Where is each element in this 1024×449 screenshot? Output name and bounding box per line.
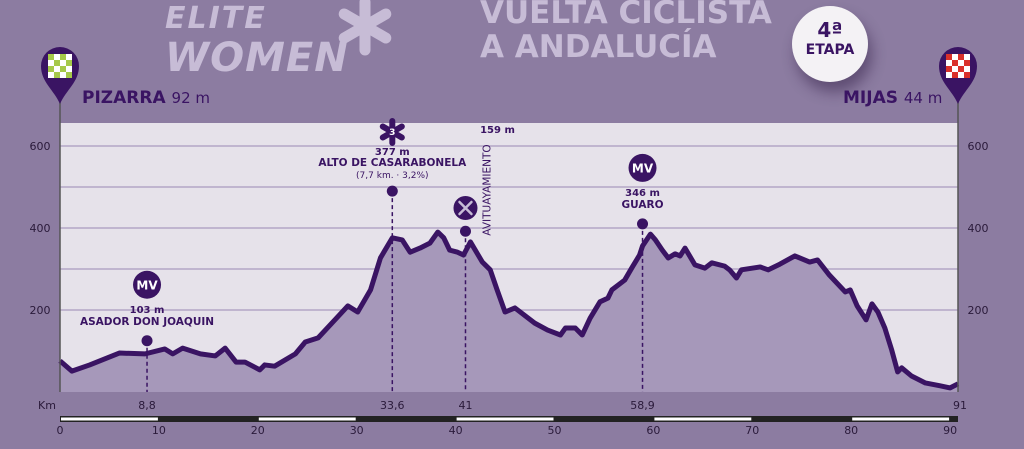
x-tick: 0 xyxy=(57,424,64,437)
start-checkered-flag-icon xyxy=(66,66,72,72)
y-tick-right: 200 xyxy=(968,304,989,317)
logo-women: WOMEN xyxy=(165,35,349,81)
x-axis-label: Km xyxy=(38,399,56,412)
y-tick-right: 600 xyxy=(968,140,989,153)
finish-checkered-flag-icon xyxy=(958,72,964,78)
annotation-altitude: 103 m xyxy=(130,305,165,316)
annotation-detail: (7,7 km. · 3,2%) xyxy=(356,171,428,181)
distance-scale-segment xyxy=(852,417,950,421)
annotation-dot xyxy=(459,225,471,237)
start-checkered-flag-icon xyxy=(54,72,60,78)
finish-checkered-flag-icon xyxy=(952,72,958,78)
mv-badge: MV xyxy=(632,161,654,175)
start-checkered-flag-icon xyxy=(66,54,72,60)
finish-checkered-flag-icon xyxy=(946,60,952,66)
x-tick: 80 xyxy=(844,424,858,437)
start-checkered-flag-icon xyxy=(48,72,54,78)
y-tick-left: 400 xyxy=(30,222,51,235)
x-tick: 70 xyxy=(745,424,759,437)
start-checkered-flag-icon xyxy=(54,66,60,72)
km-marker-label: 8,8 xyxy=(138,399,156,412)
finish-checkered-flag-icon xyxy=(964,60,970,66)
finish-checkered-flag-icon xyxy=(964,66,970,72)
finish-checkered-flag-icon xyxy=(958,54,964,60)
start-checkered-flag-icon xyxy=(66,72,72,78)
annotation-name: GUARO xyxy=(622,199,664,211)
annotation-dot xyxy=(637,218,649,230)
finish-checkered-flag-icon xyxy=(946,72,952,78)
start-checkered-flag-icon xyxy=(60,72,66,78)
start-checkered-flag-icon xyxy=(60,66,66,72)
logo-star-icon xyxy=(338,0,392,56)
mv-badge-icon xyxy=(133,270,162,299)
finish-checkered-flag-icon xyxy=(964,72,970,78)
finish-label: MIJAS 44 m xyxy=(843,88,943,108)
x-tick: 90 xyxy=(943,424,957,437)
finish-checkered-flag-icon xyxy=(952,54,958,60)
mountain-category-star-center xyxy=(387,127,398,137)
annotation-altitude: 159 m xyxy=(480,125,515,136)
start-checkered-flag-icon xyxy=(48,54,54,60)
distance-scale-segment xyxy=(61,417,158,421)
y-tick-right: 400 xyxy=(968,222,989,235)
profile-line xyxy=(58,229,960,391)
start-checkered-flag-icon xyxy=(54,60,60,66)
stage-badge: 4ª ETAPA xyxy=(792,6,868,82)
annotation-dot xyxy=(141,335,153,347)
annotation-dot xyxy=(386,185,398,197)
distance-scale-segment xyxy=(456,417,554,421)
x-tick: 60 xyxy=(646,424,660,437)
mountain-category: 3 xyxy=(389,128,395,138)
start-checkered-flag-icon xyxy=(48,60,54,66)
finish-checkered-flag-icon xyxy=(958,66,964,72)
finish-checkered-flag-icon xyxy=(946,54,952,60)
y-tick-left: 200 xyxy=(30,304,51,317)
start-label: PIZARRA 92 m xyxy=(82,88,210,108)
start-checkered-flag-icon xyxy=(66,60,72,66)
race-title: VUELTA CICLISTA A ANDALUCÍA xyxy=(480,0,772,65)
x-tick: 10 xyxy=(152,424,166,437)
fork-knife-icon xyxy=(458,200,473,216)
start-checkered-flag-icon xyxy=(60,60,66,66)
x-tick: 30 xyxy=(350,424,364,437)
km-marker-label: 91 xyxy=(953,399,967,412)
distance-scale-segment xyxy=(258,417,356,421)
km-marker-label: 41 xyxy=(458,399,472,412)
finish-checkered-flag-icon xyxy=(952,60,958,66)
x-tick: 40 xyxy=(449,424,463,437)
mv-badge-icon xyxy=(628,153,657,182)
finish-checkered-flag-icon xyxy=(964,54,970,60)
annotation-name: AVITUAYAMIENTO xyxy=(481,144,493,235)
logo-elite: ELITE xyxy=(165,1,267,36)
annotation-name: ALTO DE CASARABONELA xyxy=(318,157,467,169)
annotation-name: ASADOR DON JOAQUIN xyxy=(80,316,214,328)
y-tick-left: 600 xyxy=(30,140,51,153)
annotation-altitude: 346 m xyxy=(625,188,660,199)
finish-checkered-flag-icon xyxy=(946,66,952,72)
x-tick: 20 xyxy=(251,424,265,437)
distance-scale-segment xyxy=(654,417,752,421)
start-checkered-flag-icon xyxy=(54,54,60,60)
x-tick: 50 xyxy=(548,424,562,437)
mv-badge: MV xyxy=(136,278,158,292)
annotation-altitude: 377 m xyxy=(375,147,410,158)
km-marker-label: 58,9 xyxy=(630,399,655,412)
start-checkered-flag-icon xyxy=(48,66,54,72)
finish-checkered-flag-icon xyxy=(952,66,958,72)
start-checkered-flag-icon xyxy=(60,54,66,60)
finish-checkered-flag-icon xyxy=(958,60,964,66)
km-marker-label: 33,6 xyxy=(380,399,405,412)
